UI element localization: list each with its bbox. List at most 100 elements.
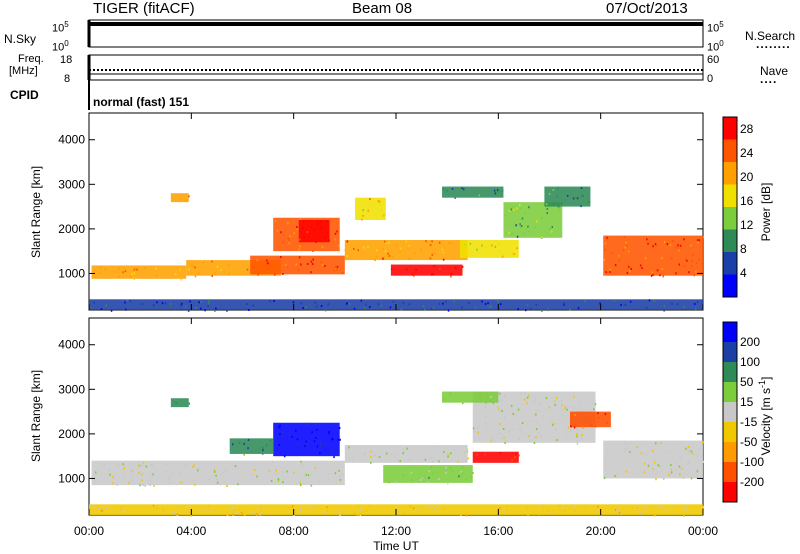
data-region [344,445,468,463]
data-speck [122,267,125,270]
colorbar-segment [723,402,737,422]
data-speck [528,394,530,397]
data-speck [156,301,158,304]
data-speck [151,476,153,479]
data-speck [637,507,640,509]
data-speck [550,511,552,514]
data-speck [528,206,530,209]
data-speck [226,309,228,312]
data-speck [300,302,302,305]
data-speck [519,223,521,226]
data-speck [244,514,246,516]
data-speck [594,403,597,406]
data-speck [655,478,657,481]
data-speck [516,235,519,238]
data-speck [487,302,489,305]
data-speck [211,275,213,277]
data-speck [150,464,152,467]
data-speck [243,453,245,456]
data-speck [383,256,385,259]
data-speck [526,506,529,509]
data-speck [577,307,580,310]
data-speck [453,300,455,303]
data-speck [268,470,271,473]
nsky-tick-top: 105 [52,20,69,35]
data-speck [513,208,515,211]
data-speck [93,301,95,304]
data-speck [677,244,679,247]
data-speck [149,484,151,486]
data-speck [630,267,632,270]
data-speck [334,238,336,241]
data-speck [188,195,190,198]
data-speck [533,442,536,444]
colorbar-tick-label: -15 [740,415,758,429]
data-speck [657,456,660,459]
data-speck [511,232,513,235]
data-speck [301,464,303,467]
data-speck [624,246,626,249]
data-speck [576,435,578,438]
data-region [344,240,468,261]
data-speck [324,443,327,446]
data-speck [655,244,657,247]
data-speck [591,424,593,427]
data-speck [625,241,627,244]
data-speck [546,207,549,210]
data-speck [511,206,513,209]
data-speck [631,506,634,509]
data-speck [132,474,134,477]
colorbar-segment [723,422,737,442]
x-tick-label: 16:00 [483,524,513,538]
data-speck [402,302,405,305]
data-speck [448,241,450,244]
data-speck [220,473,223,475]
data-speck [431,240,433,243]
data-speck [470,476,472,479]
data-speck [688,451,690,454]
colorbar-segment [723,162,737,185]
data-speck [659,274,661,277]
data-speck [424,458,427,461]
data-speck [660,442,662,445]
data-speck [184,464,187,467]
data-speck [202,510,204,513]
data-speck [111,482,114,485]
data-speck [690,244,692,247]
data-speck [477,427,479,430]
data-speck [683,514,685,517]
data-speck [365,303,367,306]
data-speck [98,507,101,510]
data-speck [652,245,654,248]
data-speck [438,302,441,305]
data-speck [696,300,699,303]
data-speck [247,447,249,450]
data-speck [695,307,697,310]
data-speck [506,504,508,507]
data-speck [165,470,167,473]
data-speck [498,243,500,246]
data-speck [100,266,102,269]
data-speck [262,449,264,452]
data-speck [180,304,182,307]
data-speck [625,457,628,460]
data-speck [396,244,398,247]
data-speck [545,203,548,206]
data-speck [292,461,295,463]
freq-tick-bottom: 8 [64,73,71,85]
data-speck [246,268,249,271]
data-speck [293,232,295,235]
data-speck [224,469,226,472]
data-speck [241,511,243,514]
data-speck [309,506,312,509]
data-speck [138,471,140,474]
data-speck [656,269,659,272]
data-speck [324,265,326,267]
data-speck [346,255,348,257]
data-speck [624,449,626,452]
data-speck [414,508,417,511]
data-speck [696,475,698,478]
data-speck [527,225,529,228]
